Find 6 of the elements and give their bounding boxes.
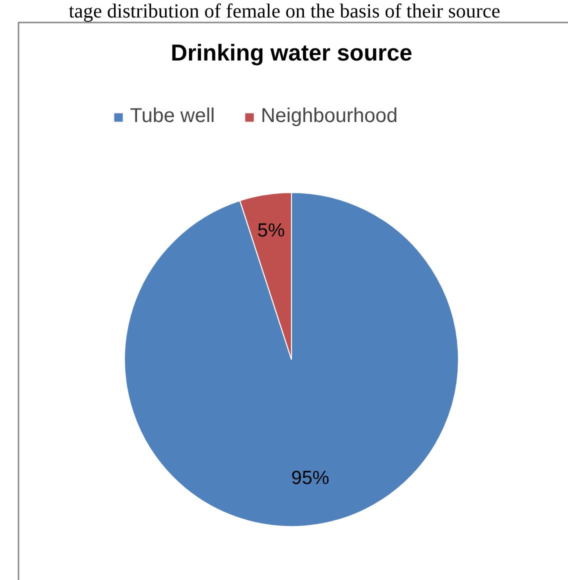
- legend-label: Tube well: [130, 105, 215, 128]
- legend-label: Neighbourhood: [260, 105, 398, 128]
- chart-title: Drinking water source: [170, 40, 412, 66]
- text: tage distribution of female on the basis of their source: [68, 0, 500, 22]
- data-label: 5%: [257, 220, 285, 242]
- data-label: 95%: [291, 468, 330, 489]
